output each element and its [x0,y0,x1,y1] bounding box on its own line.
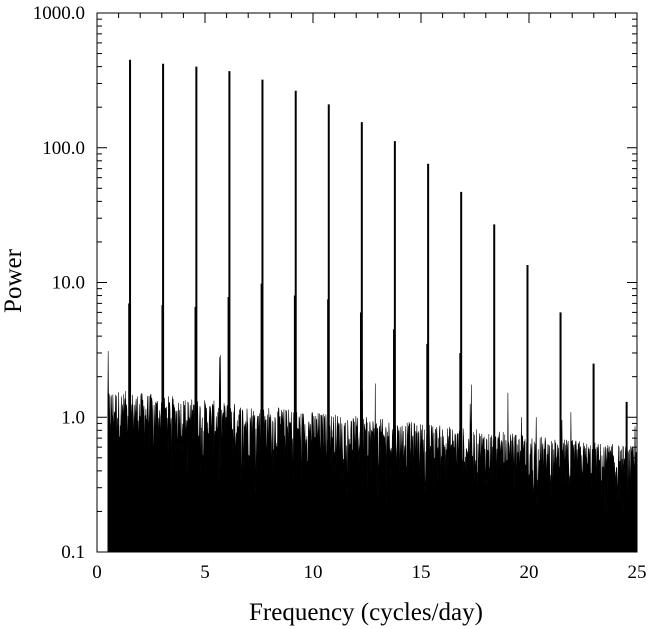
x-tick-label: 5 [200,562,210,583]
tick-labels: 0 5 10 15 20 25 0.1 1.0 10.0 100.0 1000.0 [33,3,647,583]
x-axis-title: Frequency (cycles/day) [249,599,483,626]
axis-ticks [96,12,638,553]
x-tick-label: 25 [628,562,647,583]
x-tick-label: 20 [520,562,539,583]
y-tick-label: 0.1 [61,542,85,563]
y-tick-label: 100.0 [42,138,85,159]
peak-spectrum [128,59,628,552]
x-tick-label: 10 [304,562,323,583]
y-tick-label: 1000.0 [33,3,85,24]
noise-area [107,351,638,553]
y-tick-label: 1.0 [61,407,85,428]
x-tick-label: 15 [412,562,431,583]
y-tick-label: 10.0 [52,273,85,294]
y-axis-title: Power [0,248,27,313]
noise-spectrum [107,351,638,553]
x-tick-label: 0 [92,562,102,583]
